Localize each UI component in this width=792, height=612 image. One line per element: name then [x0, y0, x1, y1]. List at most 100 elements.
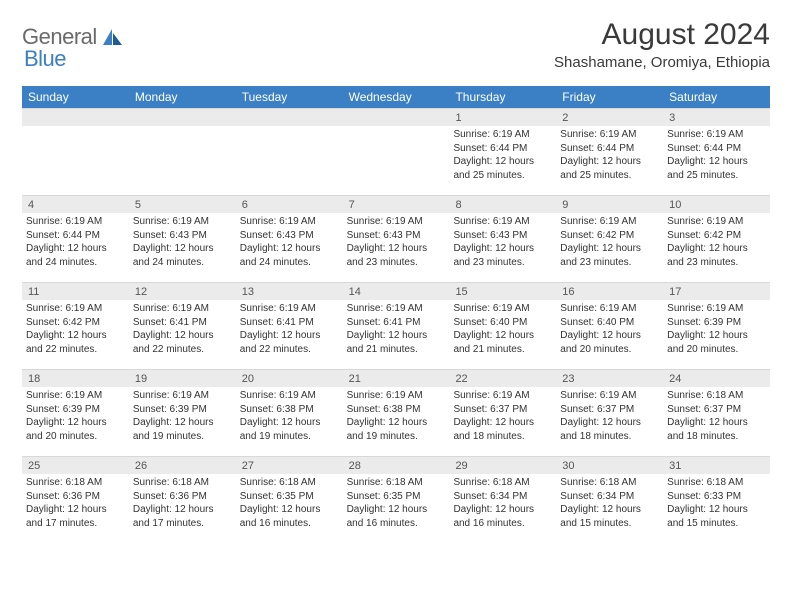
day-number: 10: [663, 196, 770, 213]
day-body: Sunrise: 6:19 AMSunset: 6:37 PMDaylight:…: [556, 387, 663, 447]
day-number: 14: [343, 283, 450, 300]
day-cell: 8Sunrise: 6:19 AMSunset: 6:43 PMDaylight…: [449, 196, 556, 282]
daylight-line-2: and 15 minutes.: [560, 517, 659, 531]
daylight-line-2: and 21 minutes.: [347, 343, 446, 357]
sunrise-line: Sunrise: 6:19 AM: [240, 302, 339, 316]
day-number: 20: [236, 370, 343, 387]
week-row: 1Sunrise: 6:19 AMSunset: 6:44 PMDaylight…: [22, 108, 770, 195]
daylight-line-1: Daylight: 12 hours: [26, 503, 125, 517]
day-cell: 24Sunrise: 6:18 AMSunset: 6:37 PMDayligh…: [663, 370, 770, 456]
day-number: 30: [556, 457, 663, 474]
day-number: 21: [343, 370, 450, 387]
weekday-monday: Monday: [129, 86, 236, 108]
daylight-line-2: and 20 minutes.: [26, 430, 125, 444]
sunset-line: Sunset: 6:39 PM: [26, 403, 125, 417]
sunrise-line: Sunrise: 6:19 AM: [26, 215, 125, 229]
day-number: [129, 109, 236, 126]
day-number: [22, 109, 129, 126]
daylight-line-1: Daylight: 12 hours: [453, 503, 552, 517]
sunset-line: Sunset: 6:43 PM: [347, 229, 446, 243]
day-number: 3: [663, 109, 770, 126]
daylight-line-1: Daylight: 12 hours: [667, 242, 766, 256]
sunrise-line: Sunrise: 6:18 AM: [133, 476, 232, 490]
logo: General Blue: [22, 18, 124, 76]
daylight-line-1: Daylight: 12 hours: [26, 416, 125, 430]
day-body: Sunrise: 6:19 AMSunset: 6:37 PMDaylight:…: [449, 387, 556, 447]
daylight-line-2: and 24 minutes.: [240, 256, 339, 270]
sunset-line: Sunset: 6:37 PM: [453, 403, 552, 417]
sunset-line: Sunset: 6:43 PM: [453, 229, 552, 243]
sunrise-line: Sunrise: 6:18 AM: [26, 476, 125, 490]
sunrise-line: Sunrise: 6:19 AM: [26, 389, 125, 403]
sunrise-line: Sunrise: 6:19 AM: [560, 215, 659, 229]
daylight-line-1: Daylight: 12 hours: [453, 155, 552, 169]
day-cell: 29Sunrise: 6:18 AMSunset: 6:34 PMDayligh…: [449, 457, 556, 543]
calendar: SundayMondayTuesdayWednesdayThursdayFrid…: [22, 86, 770, 543]
sunrise-line: Sunrise: 6:19 AM: [560, 302, 659, 316]
day-number: 11: [22, 283, 129, 300]
sunset-line: Sunset: 6:44 PM: [560, 142, 659, 156]
daylight-line-1: Daylight: 12 hours: [240, 242, 339, 256]
day-cell: 28Sunrise: 6:18 AMSunset: 6:35 PMDayligh…: [343, 457, 450, 543]
day-number: [236, 109, 343, 126]
day-number: 25: [22, 457, 129, 474]
day-cell: 19Sunrise: 6:19 AMSunset: 6:39 PMDayligh…: [129, 370, 236, 456]
sunset-line: Sunset: 6:40 PM: [453, 316, 552, 330]
day-number: 23: [556, 370, 663, 387]
sunset-line: Sunset: 6:39 PM: [667, 316, 766, 330]
day-body: Sunrise: 6:19 AMSunset: 6:41 PMDaylight:…: [236, 300, 343, 360]
logo-sail-icon: [102, 27, 124, 54]
day-cell: 17Sunrise: 6:19 AMSunset: 6:39 PMDayligh…: [663, 283, 770, 369]
sunrise-line: Sunrise: 6:19 AM: [667, 128, 766, 142]
day-body: Sunrise: 6:19 AMSunset: 6:39 PMDaylight:…: [22, 387, 129, 447]
sunrise-line: Sunrise: 6:19 AM: [133, 389, 232, 403]
sunrise-line: Sunrise: 6:19 AM: [453, 215, 552, 229]
day-body: Sunrise: 6:19 AMSunset: 6:38 PMDaylight:…: [236, 387, 343, 447]
daylight-line-2: and 22 minutes.: [133, 343, 232, 357]
day-number: 28: [343, 457, 450, 474]
day-number: 31: [663, 457, 770, 474]
sunrise-line: Sunrise: 6:19 AM: [133, 215, 232, 229]
sunset-line: Sunset: 6:44 PM: [26, 229, 125, 243]
day-number: 15: [449, 283, 556, 300]
daylight-line-1: Daylight: 12 hours: [667, 503, 766, 517]
day-cell: [22, 109, 129, 195]
sunset-line: Sunset: 6:41 PM: [133, 316, 232, 330]
daylight-line-2: and 17 minutes.: [133, 517, 232, 531]
sunrise-line: Sunrise: 6:19 AM: [26, 302, 125, 316]
sunrise-line: Sunrise: 6:19 AM: [347, 302, 446, 316]
sunrise-line: Sunrise: 6:18 AM: [667, 476, 766, 490]
day-cell: 10Sunrise: 6:19 AMSunset: 6:42 PMDayligh…: [663, 196, 770, 282]
daylight-line-2: and 23 minutes.: [560, 256, 659, 270]
sunset-line: Sunset: 6:36 PM: [133, 490, 232, 504]
day-number: 22: [449, 370, 556, 387]
week-row: 4Sunrise: 6:19 AMSunset: 6:44 PMDaylight…: [22, 195, 770, 282]
day-body: Sunrise: 6:18 AMSunset: 6:33 PMDaylight:…: [663, 474, 770, 534]
sunrise-line: Sunrise: 6:19 AM: [667, 302, 766, 316]
day-number: 7: [343, 196, 450, 213]
sunset-line: Sunset: 6:35 PM: [240, 490, 339, 504]
day-number: 27: [236, 457, 343, 474]
daylight-line-2: and 19 minutes.: [347, 430, 446, 444]
title-block: August 2024 Shashamane, Oromiya, Ethiopi…: [554, 18, 770, 71]
weekday-thursday: Thursday: [449, 86, 556, 108]
daylight-line-1: Daylight: 12 hours: [560, 503, 659, 517]
daylight-line-2: and 24 minutes.: [26, 256, 125, 270]
day-body: Sunrise: 6:19 AMSunset: 6:44 PMDaylight:…: [449, 126, 556, 186]
day-body: Sunrise: 6:19 AMSunset: 6:44 PMDaylight:…: [22, 213, 129, 273]
day-number: 16: [556, 283, 663, 300]
sunset-line: Sunset: 6:37 PM: [560, 403, 659, 417]
day-body: Sunrise: 6:18 AMSunset: 6:36 PMDaylight:…: [22, 474, 129, 534]
daylight-line-2: and 25 minutes.: [667, 169, 766, 183]
daylight-line-2: and 16 minutes.: [453, 517, 552, 531]
day-cell: 14Sunrise: 6:19 AMSunset: 6:41 PMDayligh…: [343, 283, 450, 369]
weekday-header-row: SundayMondayTuesdayWednesdayThursdayFrid…: [22, 86, 770, 108]
sunset-line: Sunset: 6:44 PM: [453, 142, 552, 156]
weekday-friday: Friday: [556, 86, 663, 108]
day-number: 9: [556, 196, 663, 213]
day-cell: 30Sunrise: 6:18 AMSunset: 6:34 PMDayligh…: [556, 457, 663, 543]
daylight-line-2: and 23 minutes.: [453, 256, 552, 270]
sunset-line: Sunset: 6:38 PM: [347, 403, 446, 417]
day-body: Sunrise: 6:19 AMSunset: 6:41 PMDaylight:…: [129, 300, 236, 360]
sunrise-line: Sunrise: 6:19 AM: [453, 302, 552, 316]
